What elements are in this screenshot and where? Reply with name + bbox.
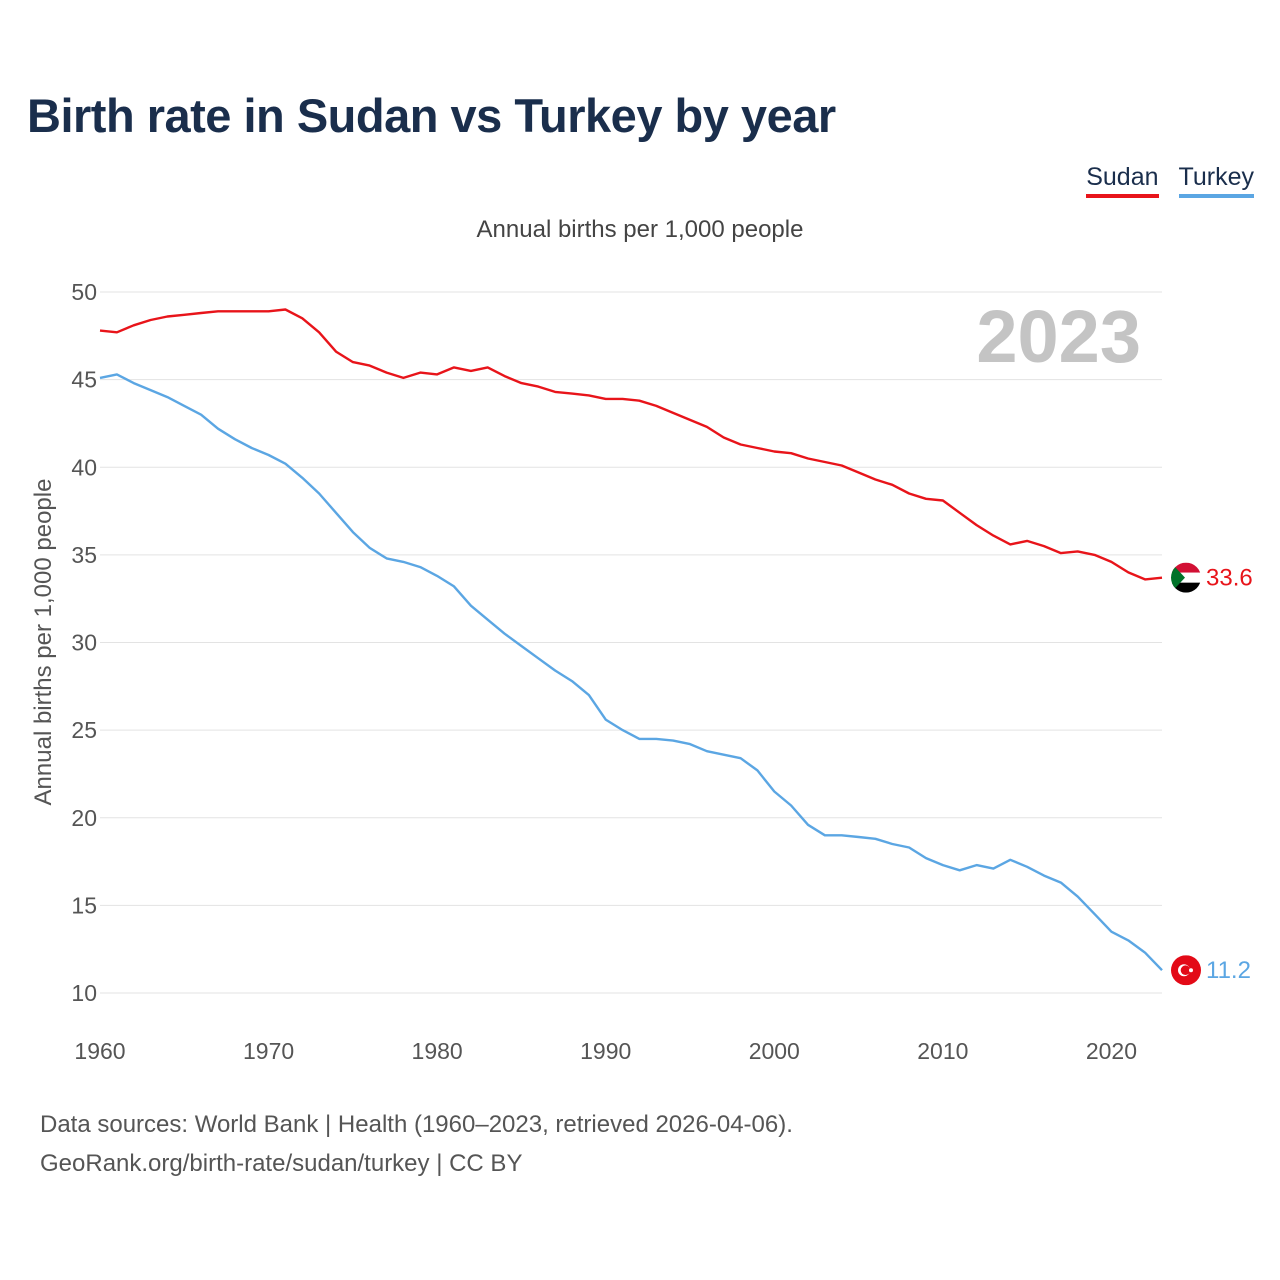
y-tick-label: 10 bbox=[71, 980, 97, 1006]
footer: Data sources: World Bank | Health (1960–… bbox=[40, 1105, 793, 1183]
end-value-label-sudan: 33.6 bbox=[1206, 565, 1253, 592]
y-tick-label: 35 bbox=[71, 542, 97, 568]
x-tick-label: 1970 bbox=[243, 1038, 294, 1064]
sudan-flag-icon bbox=[1171, 562, 1201, 593]
series-line-sudan bbox=[99, 308, 1163, 581]
y-tick-label: 25 bbox=[71, 717, 97, 743]
legend-item-sudan[interactable]: Sudan bbox=[1086, 163, 1159, 198]
y-tick-label: 45 bbox=[71, 367, 97, 393]
line-chart: 10 15 20 25 30 35 40 45 50 1960 1970 1980 1990 2000 20… bbox=[30, 279, 1253, 1064]
end-value-label-turkey: 11.2 bbox=[1206, 957, 1251, 984]
x-tick-label: 1960 bbox=[74, 1038, 125, 1064]
x-tick-label: 2020 bbox=[1086, 1038, 1137, 1064]
year-label: 2023 bbox=[976, 295, 1141, 378]
chart-subtitle: Annual births per 1,000 people bbox=[476, 216, 804, 243]
y-tick-label: 40 bbox=[71, 454, 97, 480]
data-source-text: Data sources: World Bank | Health (1960–… bbox=[40, 1111, 793, 1138]
x-tick-label: 1980 bbox=[412, 1038, 463, 1064]
x-tick-label: 1990 bbox=[580, 1038, 631, 1064]
y-tick-label: 20 bbox=[71, 805, 97, 831]
legend-item-turkey[interactable]: Turkey bbox=[1178, 163, 1254, 198]
legend: Sudan Turkey bbox=[1086, 163, 1254, 198]
x-tick-label: 2010 bbox=[917, 1038, 968, 1064]
series-line-turkey bbox=[99, 373, 1163, 972]
y-tick-label: 50 bbox=[71, 279, 97, 305]
y-tick-label: 30 bbox=[71, 630, 97, 656]
turkey-flag-icon bbox=[1171, 955, 1201, 986]
y-axis-label: Annual births per 1,000 people bbox=[30, 479, 57, 806]
x-tick-label: 2000 bbox=[749, 1038, 800, 1064]
attribution-text: GeoRank.org/birth-rate/sudan/turkey | CC… bbox=[40, 1150, 523, 1177]
y-tick-label: 15 bbox=[71, 892, 97, 918]
chart-title: Birth rate in Sudan vs Turkey by year bbox=[27, 89, 836, 142]
